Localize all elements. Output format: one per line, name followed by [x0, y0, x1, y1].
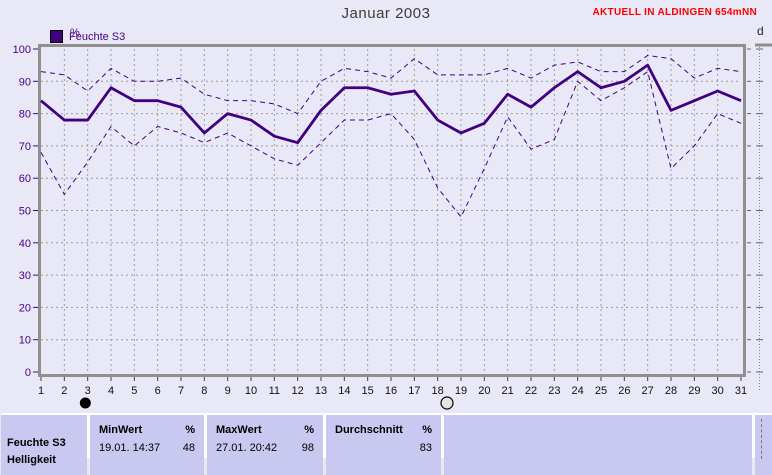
y-tick-label: 0 [25, 367, 31, 379]
x-tick-label: 20 [478, 385, 490, 397]
series-max-line [40, 54, 742, 115]
sensor-header-row [7, 415, 87, 434]
minwert-header-row: MinWert % [90, 415, 204, 439]
y-tick-label: 80 [19, 109, 31, 121]
y-tick-label: 60 [19, 173, 31, 185]
sensor-column: Feuchte S3 Helligkeit [1, 415, 87, 475]
minwert-value: 48 [182, 441, 195, 454]
statistics-table: Feuchte S3 Helligkeit MinWert % 19.01. 1… [1, 413, 772, 475]
x-tick-label: 7 [178, 385, 184, 397]
x-tick-label: 31 [735, 385, 747, 397]
right-panel-axis-label: d [757, 24, 764, 38]
durchschnitt-header: Durchschnitt [335, 423, 403, 436]
x-tick-label: 10 [245, 385, 257, 397]
minwert-timestamp: 19.01. 14:37 [99, 441, 161, 454]
x-tick-label: 22 [525, 385, 537, 397]
y-tick-label: 20 [19, 302, 31, 314]
durchschnitt-value-row: 83 [326, 439, 441, 456]
empty-column [444, 415, 752, 475]
series-feuchte-s3-line [40, 63, 742, 145]
y-tick-label: 10 [19, 335, 31, 347]
weather-station-page: { "title": "Januar 2003", "header_right"… [1, 5, 772, 475]
x-tick-label: 8 [201, 385, 207, 397]
station-status-text: AKTUELL IN ALDINGEN 654mNN [592, 7, 757, 18]
x-tick-label: 27 [642, 385, 654, 397]
maxwert-unit: % [304, 423, 314, 436]
x-tick-label: 6 [155, 385, 161, 397]
x-tick-label: 30 [712, 385, 724, 397]
x-tick-label: 28 [665, 385, 677, 397]
x-tick-label: 3 [85, 385, 91, 397]
y-tick-label: 100 [13, 44, 31, 56]
y-tick-label: 40 [19, 238, 31, 250]
plot-frame [38, 44, 746, 377]
full-moon-icon [440, 396, 454, 410]
x-tick-label: 16 [385, 385, 397, 397]
x-tick-label: 9 [225, 385, 231, 397]
x-tick-label: 1 [38, 385, 44, 397]
x-tick-label: 19 [455, 385, 467, 397]
durchschnitt-value: 83 [419, 441, 432, 454]
x-tick-label: 12 [292, 385, 304, 397]
x-tick-label: 13 [315, 385, 327, 397]
legend-swatch-icon [50, 30, 63, 43]
x-tick-label: 5 [131, 385, 137, 397]
maxwert-value-row: 27.01. 20:42 98 [207, 439, 323, 456]
x-tick-label: 2 [61, 385, 67, 397]
maxwert-column: MaxWert % 27.01. 20:42 98 [207, 415, 323, 475]
maxwert-header-row: MaxWert % [207, 415, 323, 439]
maxwert-timestamp: 27.01. 20:42 [216, 441, 278, 454]
page-title: Januar 2003 [341, 5, 431, 22]
y-tick-label: 30 [19, 270, 31, 282]
maxwert-value: 98 [301, 441, 314, 454]
x-tick-label: 11 [269, 385, 280, 397]
x-tick-label: 24 [572, 385, 584, 397]
x-tick-label: 26 [618, 385, 630, 397]
x-tick-label: 23 [548, 385, 560, 397]
minwert-column: MinWert % 19.01. 14:37 48 [90, 415, 204, 475]
y-tick-label: 70 [19, 141, 31, 153]
y-tick-label: 90 [19, 76, 31, 88]
x-tick-label: 21 [502, 385, 514, 397]
x-tick-label: 15 [362, 385, 374, 397]
new-moon-icon [79, 397, 91, 409]
y-tick-label: 50 [19, 206, 31, 218]
x-tick-label: 4 [108, 385, 114, 397]
clipped-axis-ticks [761, 419, 766, 459]
durchschnitt-header-row: Durchschnitt % [326, 415, 441, 439]
durchschnitt-column: Durchschnitt % 83 [326, 415, 441, 475]
next-sensor-name-clipped: Helligkeit [7, 453, 56, 466]
legend: Feuchte S3 [50, 30, 125, 43]
durchschnitt-unit: % [422, 423, 432, 436]
series-min-line [40, 71, 742, 218]
x-tick-label: 29 [688, 385, 700, 397]
legend-label: Feuchte S3 [69, 30, 126, 43]
minwert-unit: % [185, 423, 195, 436]
x-tick-label: 25 [595, 385, 607, 397]
clipped-right-column [755, 415, 772, 475]
minwert-value-row: 19.01. 14:37 48 [90, 439, 204, 456]
sensor-name: Feuchte S3 [7, 436, 66, 449]
y-axis-unit-label: % [70, 27, 80, 39]
x-tick-label: 17 [408, 385, 420, 397]
x-tick-label: 14 [338, 385, 350, 397]
minwert-header: MinWert [99, 423, 143, 436]
x-tick-label: 18 [432, 385, 444, 397]
maxwert-header: MaxWert [216, 423, 262, 436]
